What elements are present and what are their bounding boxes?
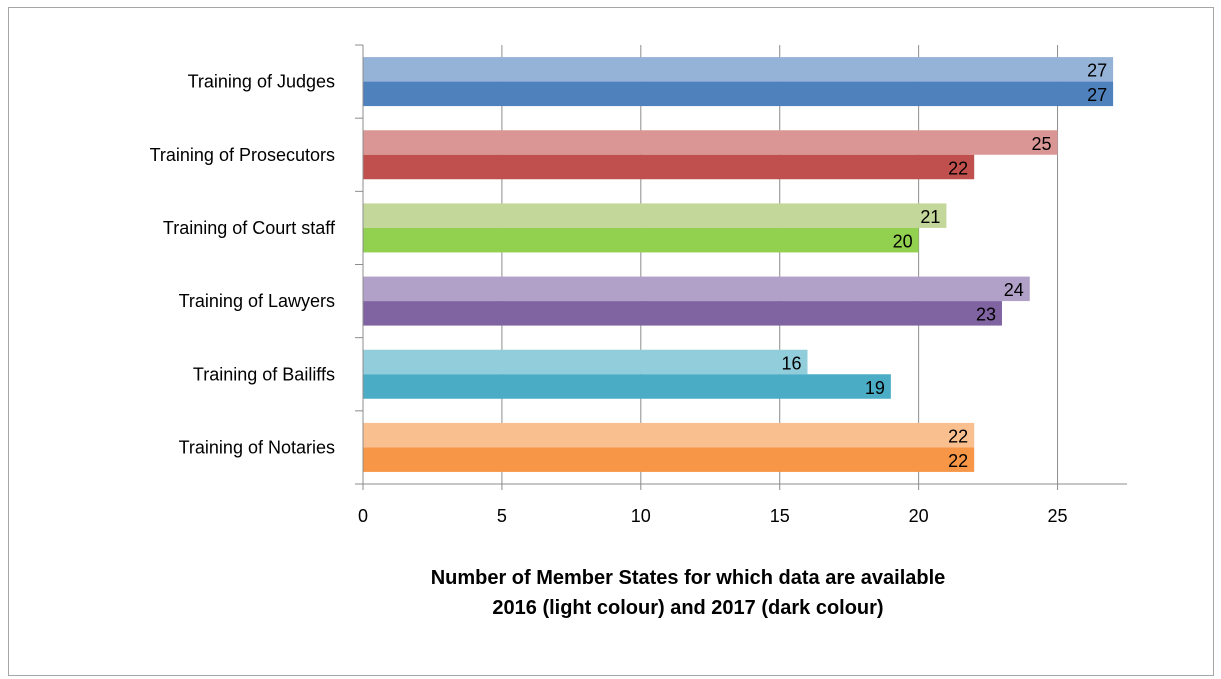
bar-2016-4 (363, 349, 808, 375)
data-label-2017-2: 20 (893, 231, 913, 251)
bar-2016-0 (363, 57, 1114, 82)
x-tick-label-15: 15 (770, 506, 790, 526)
bar-2017-5 (363, 447, 975, 472)
chart-title-line-2: 2016 (light colour) and 2017 (dark colou… (492, 597, 883, 619)
category-label-0: Training of Judges (188, 72, 335, 92)
category-label-5: Training of Notaries (179, 437, 335, 457)
data-label-2017-4: 19 (865, 378, 885, 398)
gridlines (501, 45, 1059, 484)
bar-2017-0 (363, 81, 1114, 107)
bar-2017-2 (363, 227, 919, 253)
bar-2017-1 (363, 154, 975, 180)
category-label-4: Training of Bailiffs (193, 364, 335, 384)
chart-title-line-1: Number of Member States for which data a… (431, 567, 946, 589)
bars (363, 57, 1114, 472)
chart-frame (8, 7, 1214, 676)
bar-2016-2 (363, 203, 947, 228)
bar-2016-5 (363, 422, 975, 448)
data-label-2016-3: 24 (1004, 280, 1024, 300)
labels: 0 5 10 15 20 25 27 27 Training of Judges 25 22 Trai… (150, 61, 1108, 526)
data-label-2017-5: 22 (948, 451, 968, 471)
data-label-2016-2: 21 (920, 207, 940, 227)
bar-2017-3 (363, 301, 1002, 326)
x-tick-label-0: 0 (358, 506, 368, 526)
bar-2016-1 (363, 130, 1058, 155)
data-label-2016-0: 27 (1087, 61, 1107, 81)
category-label-1: Training of Prosecutors (150, 145, 335, 165)
axes (355, 44, 1127, 490)
data-label-2016-4: 16 (781, 353, 801, 373)
x-tick-label-20: 20 (909, 506, 929, 526)
category-label-2: Training of Court staff (163, 218, 336, 238)
x-tick-label-10: 10 (631, 506, 651, 526)
data-label-2017-3: 23 (976, 305, 996, 325)
data-label-2016-5: 22 (948, 426, 968, 446)
x-tick-label-5: 5 (497, 506, 507, 526)
data-label-2017-1: 22 (948, 158, 968, 178)
bar-2017-4 (363, 374, 891, 399)
data-label-2016-1: 25 (1032, 134, 1052, 154)
category-label-3: Training of Lawyers (179, 291, 335, 311)
x-tick-label-25: 25 (1048, 506, 1068, 526)
bar-2016-3 (363, 276, 1030, 302)
data-label-2017-0: 27 (1087, 85, 1107, 105)
